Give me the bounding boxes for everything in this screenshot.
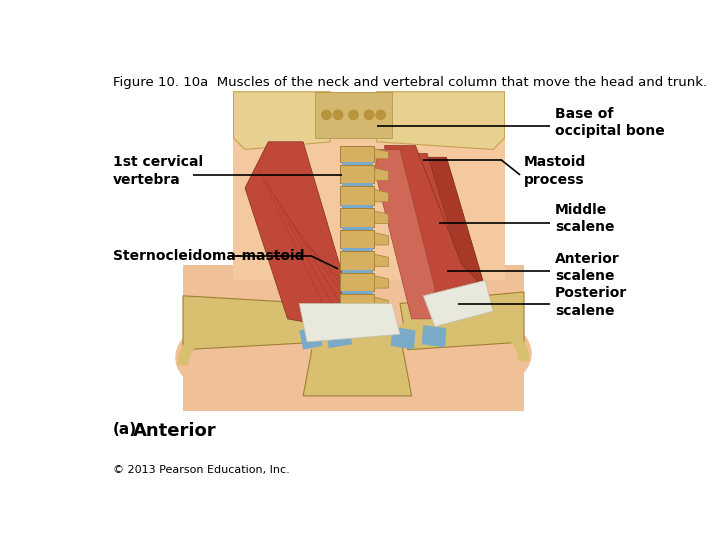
Text: Base of
occipital bone: Base of occipital bone (555, 107, 665, 138)
Polygon shape (342, 291, 373, 294)
Text: Mastoid
process: Mastoid process (524, 156, 586, 187)
Polygon shape (374, 276, 388, 288)
Polygon shape (342, 184, 373, 186)
Polygon shape (233, 92, 505, 280)
Polygon shape (374, 148, 388, 159)
Polygon shape (341, 294, 374, 313)
Polygon shape (341, 230, 374, 248)
Polygon shape (374, 233, 388, 245)
Text: Posterior
scalene: Posterior scalene (555, 286, 627, 318)
Polygon shape (423, 280, 493, 327)
Text: Anterior
scalene: Anterior scalene (555, 252, 620, 283)
Circle shape (376, 110, 385, 119)
Polygon shape (374, 190, 388, 202)
Polygon shape (342, 248, 373, 251)
Text: Figure 10. 10a  Muscles of the neck and vertebral column that move the head and : Figure 10. 10a Muscles of the neck and v… (113, 76, 707, 89)
Polygon shape (400, 153, 469, 311)
Polygon shape (300, 303, 400, 342)
Text: Middle
scalene: Middle scalene (555, 203, 614, 234)
Polygon shape (341, 165, 374, 184)
Polygon shape (374, 254, 388, 267)
Polygon shape (505, 92, 524, 265)
Circle shape (364, 110, 374, 119)
Polygon shape (374, 168, 388, 180)
Polygon shape (341, 186, 374, 205)
Polygon shape (303, 334, 412, 396)
Circle shape (349, 110, 358, 119)
Polygon shape (183, 296, 323, 350)
Polygon shape (342, 162, 373, 165)
Polygon shape (341, 208, 374, 226)
Polygon shape (183, 92, 233, 265)
Polygon shape (391, 327, 415, 350)
Polygon shape (326, 325, 352, 348)
Polygon shape (342, 269, 373, 273)
Text: Anterior: Anterior (133, 422, 217, 440)
Text: Sternocleidoma­mastoid: Sternocleidoma­mastoid (113, 249, 305, 263)
Circle shape (322, 110, 331, 119)
Polygon shape (342, 205, 373, 208)
Polygon shape (300, 327, 323, 350)
Polygon shape (375, 150, 435, 319)
Polygon shape (315, 92, 392, 138)
Polygon shape (342, 226, 373, 230)
Polygon shape (422, 325, 446, 347)
Polygon shape (384, 146, 477, 303)
Text: © 2013 Pearson Education, Inc.: © 2013 Pearson Education, Inc. (113, 465, 290, 475)
Polygon shape (400, 292, 524, 350)
Polygon shape (233, 92, 330, 150)
Polygon shape (377, 92, 505, 150)
Polygon shape (341, 146, 374, 162)
Polygon shape (245, 142, 354, 327)
Polygon shape (183, 265, 524, 411)
Circle shape (333, 110, 343, 119)
Text: 1st cervical
vertebra: 1st cervical vertebra (113, 156, 203, 187)
Polygon shape (341, 273, 374, 291)
Ellipse shape (438, 319, 532, 388)
Ellipse shape (175, 323, 269, 392)
Polygon shape (341, 251, 374, 269)
Polygon shape (374, 298, 388, 309)
Text: (a): (a) (113, 422, 138, 437)
Polygon shape (415, 157, 485, 334)
Polygon shape (374, 211, 388, 224)
